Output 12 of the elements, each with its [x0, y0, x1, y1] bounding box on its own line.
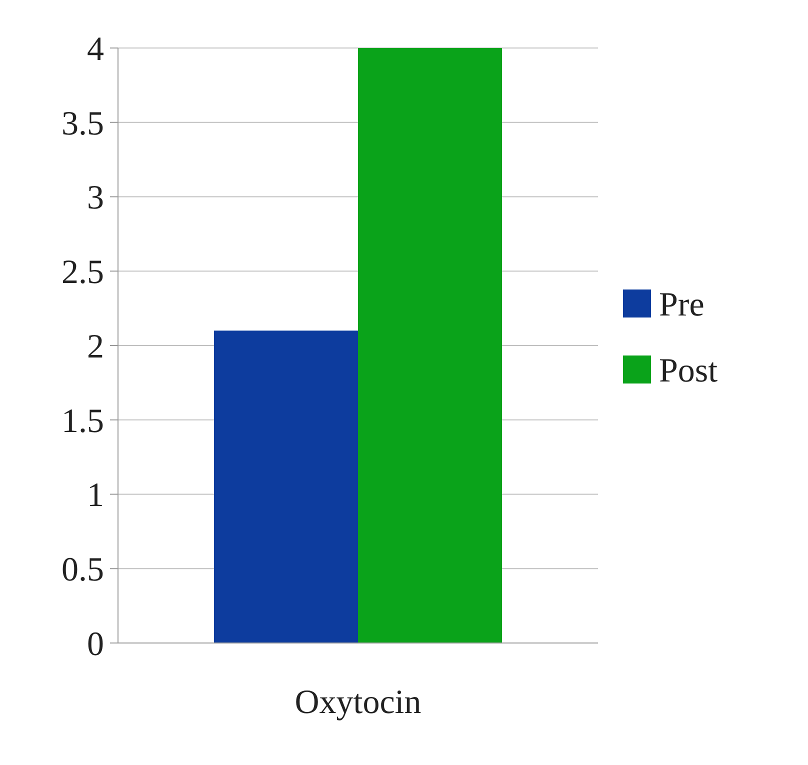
y-tick-label: 1.5 [62, 402, 104, 440]
y-tick-label: 0.5 [62, 552, 104, 589]
y-tick-label: 0 [87, 626, 104, 663]
y-tick-label: 2 [87, 328, 104, 366]
y-tick-label: 3 [87, 180, 104, 217]
legend-label: Pre [659, 286, 704, 324]
y-tick-label: 1 [87, 477, 104, 514]
y-tick-label: 4 [87, 30, 104, 68]
y-tick-label: 3.5 [62, 105, 104, 142]
x-tick-label: Oxytocin [294, 684, 422, 721]
y-tick-label: 2.5 [62, 254, 104, 292]
legend-label: Post [659, 352, 718, 390]
